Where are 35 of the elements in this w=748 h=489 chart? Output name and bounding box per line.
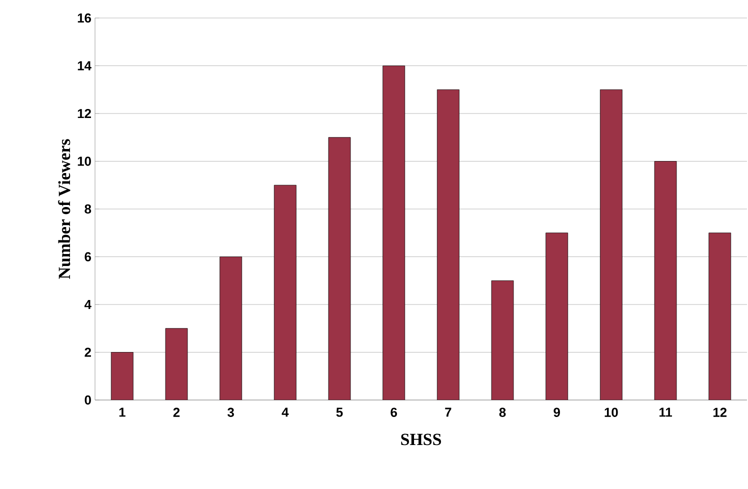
bar xyxy=(436,89,460,400)
y-tick-label: 2 xyxy=(84,348,91,357)
bar xyxy=(708,232,732,400)
bar xyxy=(491,280,514,400)
x-axis-title: SHSS xyxy=(401,434,441,446)
y-tick-label: 12 xyxy=(78,108,91,118)
y-tick-label: 6 xyxy=(84,252,92,262)
x-tick-label: 11 xyxy=(659,408,672,417)
bar xyxy=(654,161,677,400)
bar xyxy=(110,352,134,400)
x-tick-label: 12 xyxy=(713,408,727,417)
x-tick-label: 1 xyxy=(119,408,126,417)
bar xyxy=(600,89,622,400)
y-tick-label: 0 xyxy=(84,395,91,405)
x-tick-label: 5 xyxy=(336,408,343,417)
x-tick-label: 6 xyxy=(390,408,397,417)
bar xyxy=(274,184,296,400)
bar xyxy=(546,232,568,400)
x-tick-label: 7 xyxy=(445,408,452,417)
y-axis-title: Number of Viewers xyxy=(58,139,70,279)
y-tick-label: 10 xyxy=(78,156,91,166)
bar xyxy=(328,137,351,400)
y-tick-label: 14 xyxy=(78,61,92,70)
bar xyxy=(165,328,188,400)
bar xyxy=(220,256,242,400)
bar xyxy=(382,66,406,400)
y-tick-label: 4 xyxy=(84,300,92,309)
y-tick-label: 8 xyxy=(84,204,92,214)
x-tick-label: 3 xyxy=(228,408,234,417)
x-tick-label: 9 xyxy=(554,408,560,417)
y-tick-label: 16 xyxy=(78,13,92,23)
x-tick-label: 8 xyxy=(499,408,506,417)
x-tick-label: 10 xyxy=(604,408,618,417)
x-tick-label: 4 xyxy=(282,408,289,417)
x-tick-label: 2 xyxy=(173,408,180,417)
